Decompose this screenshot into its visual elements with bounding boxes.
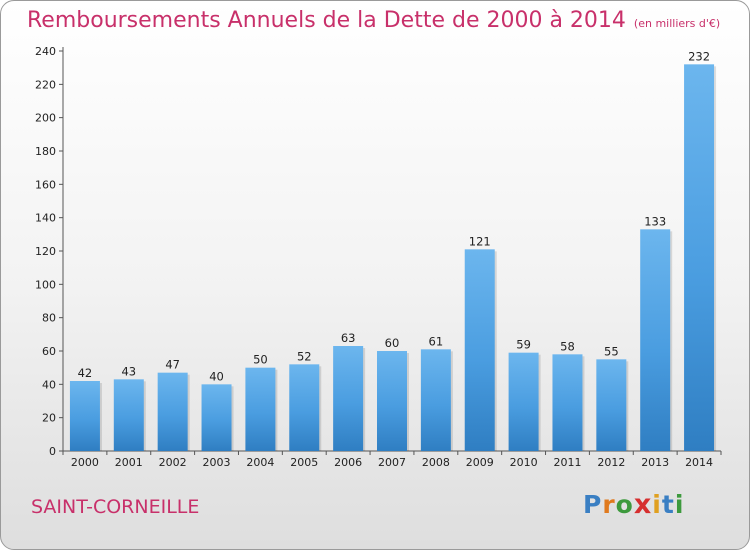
- x-tick-label: 2008: [422, 456, 450, 469]
- bar-2011: [552, 354, 583, 451]
- value-label: 63: [341, 331, 356, 345]
- bar-2004: [245, 367, 276, 451]
- bar-2008: [420, 349, 451, 451]
- bar-2013: [640, 229, 671, 451]
- x-tick-label: 2002: [159, 456, 187, 469]
- chart-bars: [69, 64, 717, 452]
- x-tick-label: 2014: [685, 456, 713, 469]
- x-tick-label: 2003: [203, 456, 231, 469]
- y-tick-label: 0: [49, 445, 56, 458]
- value-label: 50: [253, 353, 268, 367]
- value-label: 40: [209, 369, 224, 383]
- y-tick-label: 220: [35, 78, 56, 91]
- x-tick-label: 2013: [641, 456, 669, 469]
- bar-2009: [464, 249, 495, 451]
- y-tick-label: 200: [35, 112, 56, 125]
- value-label: 121: [469, 234, 491, 248]
- value-label: 42: [78, 366, 93, 380]
- x-tick-label: 2001: [115, 456, 143, 469]
- value-label: 55: [604, 344, 619, 358]
- bar-2000: [69, 381, 100, 451]
- y-tick-label: 120: [35, 245, 56, 258]
- x-tick-label: 2004: [246, 456, 274, 469]
- chart-title: Remboursements Annuels de la Dette de 20…: [27, 8, 720, 33]
- value-label: 232: [688, 49, 710, 63]
- x-tick-label: 2006: [334, 456, 362, 469]
- value-label: 133: [644, 214, 666, 228]
- x-tick-label: 2011: [553, 456, 581, 469]
- y-tick-label: 240: [35, 45, 56, 58]
- y-tick-label: 20: [42, 412, 56, 425]
- bar-2001: [113, 379, 144, 451]
- bar-2002: [157, 372, 188, 451]
- bar-2012: [596, 359, 627, 451]
- value-label: 47: [165, 358, 180, 372]
- value-label: 52: [297, 349, 312, 363]
- value-label: 58: [560, 339, 575, 353]
- x-tick-label: 2012: [597, 456, 625, 469]
- value-label: 43: [121, 364, 136, 378]
- y-tick-label: 160: [35, 178, 56, 191]
- bar-2014: [684, 64, 715, 452]
- chart-labels: 2000 42 2001 43 2002 47 2003 40 2004 50 2005 52 2006…: [71, 49, 713, 469]
- y-tick-label: 180: [35, 145, 56, 158]
- x-tick-label: 2010: [510, 456, 538, 469]
- x-tick-label: 2005: [290, 456, 318, 469]
- value-label: 59: [516, 338, 531, 352]
- y-tick-label: 40: [42, 378, 56, 391]
- y-tick-label: 100: [35, 278, 56, 291]
- value-label: 61: [429, 334, 444, 348]
- x-tick-label: 2000: [71, 456, 99, 469]
- y-tick-label: 60: [42, 345, 56, 358]
- x-tick-label: 2007: [378, 456, 406, 469]
- chart-title-text: Remboursements Annuels de la Dette de 20…: [27, 8, 626, 33]
- y-tick-label: 80: [42, 312, 56, 325]
- y-tick-label: 140: [35, 212, 56, 225]
- bar-2005: [289, 364, 320, 451]
- chart-subtitle: (en milliers d'€): [633, 17, 721, 30]
- bar-2003: [201, 384, 232, 451]
- bar-2010: [508, 352, 539, 451]
- commune-name: SAINT-CORNEILLE: [31, 496, 200, 518]
- value-label: 60: [385, 336, 400, 350]
- bar-2007: [377, 351, 407, 451]
- proxiti-logo: Proxiti: [583, 489, 685, 520]
- x-tick-label: 2009: [466, 456, 494, 469]
- bar-2006: [333, 346, 364, 451]
